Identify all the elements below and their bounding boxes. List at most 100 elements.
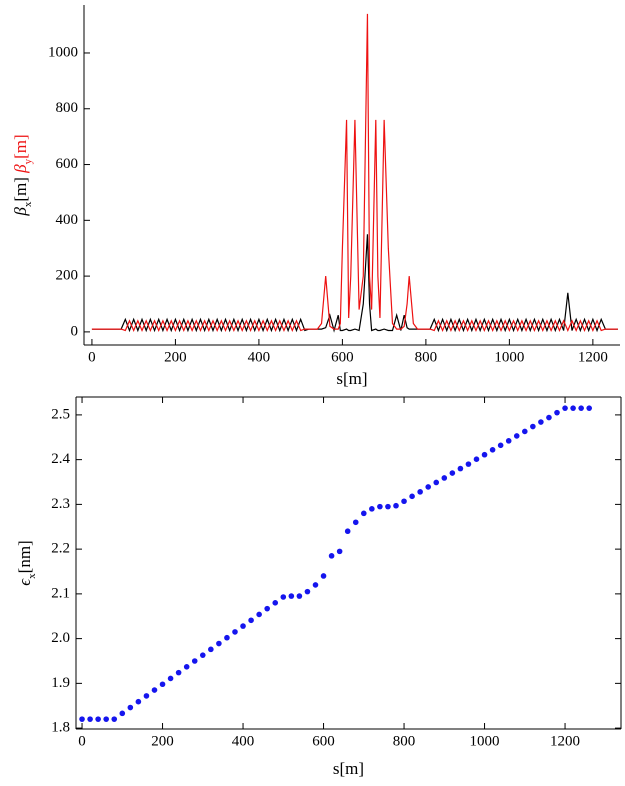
point — [562, 405, 568, 411]
point — [248, 617, 254, 624]
x-tick-label: 400 — [232, 733, 255, 749]
y-tick-label: 2.5 — [51, 406, 70, 422]
point — [546, 414, 552, 421]
y-tick-label: 2.3 — [51, 496, 70, 512]
point — [489, 446, 496, 453]
point — [87, 716, 93, 722]
point — [199, 652, 206, 658]
label-symbol: ϵ — [15, 578, 34, 586]
point — [336, 548, 343, 555]
x-tick-label: 600 — [312, 733, 335, 749]
point — [433, 479, 440, 486]
point — [385, 503, 391, 510]
point — [521, 428, 528, 435]
x-tick-label: 800 — [415, 349, 438, 365]
point — [167, 675, 174, 682]
point — [352, 519, 359, 526]
point — [586, 405, 593, 411]
y-axis-label: βx[m] βy[m] — [11, 134, 34, 216]
label-symbol: β — [11, 207, 30, 217]
point — [312, 582, 319, 588]
point — [159, 681, 166, 688]
point — [256, 611, 262, 618]
point — [296, 593, 303, 599]
point — [135, 698, 142, 705]
point — [473, 456, 480, 462]
point — [183, 664, 190, 670]
point — [288, 593, 295, 599]
x-tick-label: 200 — [164, 349, 187, 365]
series-line — [91, 13, 618, 333]
point — [554, 409, 560, 416]
y-tick-label: 1.8 — [51, 720, 70, 736]
label-unit: [m] — [11, 177, 30, 202]
label-unit: [m] — [11, 134, 30, 159]
point — [513, 433, 520, 439]
y-tick-label: 2.4 — [51, 451, 70, 467]
point — [457, 465, 464, 472]
x-tick-label: 1200 — [550, 733, 580, 749]
y-tick-label: 1000 — [48, 44, 78, 60]
y-axis-label: ϵx[nm] — [15, 540, 38, 585]
point — [538, 419, 544, 425]
point — [240, 623, 246, 629]
point — [111, 716, 118, 722]
label-unit: [nm] — [15, 540, 34, 573]
y-tick-label: 2.0 — [51, 630, 70, 646]
point — [417, 489, 423, 495]
point — [119, 710, 126, 717]
x-tick-label: 200 — [151, 733, 174, 749]
point — [449, 470, 456, 476]
point — [191, 658, 198, 664]
point — [79, 716, 85, 722]
x-tick-label: 1200 — [578, 349, 608, 365]
point — [441, 475, 448, 481]
point — [481, 451, 488, 458]
point — [425, 484, 431, 490]
point — [369, 506, 375, 512]
x-tick-label: 1000 — [494, 349, 524, 365]
point — [127, 704, 134, 711]
point — [304, 588, 311, 595]
x-tick-label: 0 — [78, 733, 86, 749]
point — [578, 405, 584, 411]
x-axis-label: s[m] — [336, 369, 367, 388]
point — [151, 687, 158, 693]
y-tick-label: 200 — [56, 268, 79, 284]
y-tick-label: 600 — [56, 156, 79, 172]
point — [280, 594, 287, 600]
x-tick-label: 0 — [88, 349, 96, 365]
y-tick-label: 0 — [71, 323, 79, 339]
point — [208, 646, 214, 653]
y-tick-label: 2.2 — [51, 541, 70, 557]
point — [401, 498, 407, 505]
point — [409, 493, 415, 500]
label-sub: y — [22, 158, 34, 164]
point — [360, 510, 367, 517]
x-tick-label: 1000 — [470, 733, 500, 749]
y-tick-label: 1.9 — [51, 675, 70, 691]
point — [497, 442, 504, 449]
point — [272, 600, 279, 606]
x-axis-label: s[m] — [333, 759, 364, 778]
x-tick-label: 400 — [248, 349, 271, 365]
label-sub: x — [22, 201, 34, 207]
point — [530, 423, 536, 430]
y-tick-label: 400 — [56, 212, 79, 228]
x-tick-label: 600 — [331, 349, 354, 365]
point — [232, 629, 238, 635]
point — [103, 716, 109, 722]
series-line — [91, 234, 618, 333]
point — [465, 461, 472, 467]
point — [264, 605, 270, 612]
point — [175, 669, 182, 676]
point — [328, 553, 335, 559]
point — [320, 573, 327, 579]
point — [143, 693, 150, 699]
point — [224, 634, 230, 641]
x-tick-label: 800 — [393, 733, 416, 749]
y-tick-label: 2.1 — [51, 585, 70, 601]
point — [344, 528, 351, 535]
point — [570, 405, 576, 411]
